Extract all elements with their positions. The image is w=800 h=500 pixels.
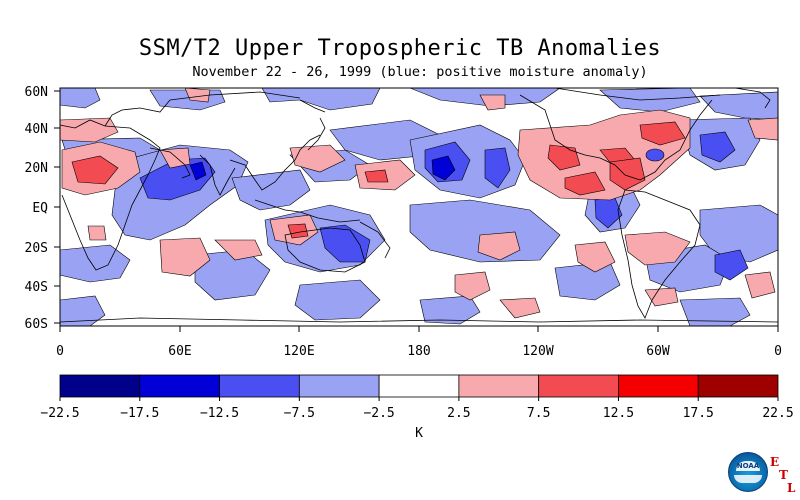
colorbar-tick-label: −2.5 xyxy=(363,406,394,421)
chart-title: SSM/T2 Upper Tropospheric TB Anomalies xyxy=(138,36,662,61)
lat-label: 60N xyxy=(25,85,48,100)
lab-letter-l: L xyxy=(787,481,796,495)
colorbar-swatch xyxy=(59,374,141,398)
colorbar-swatch xyxy=(697,374,779,398)
lat-label: 20S xyxy=(25,241,48,256)
colorbar-tick-label: −7.5 xyxy=(284,406,315,421)
lat-label: 40S xyxy=(25,280,48,295)
colorbar-swatch xyxy=(538,374,619,398)
colorbar-tick-label: 17.5 xyxy=(683,406,714,421)
lat-label: 20N xyxy=(25,161,48,176)
map-field xyxy=(59,87,779,327)
lat-label: 60S xyxy=(25,317,48,332)
colorbar-swatch xyxy=(139,374,220,398)
logo-agency-text: NOAA xyxy=(736,462,760,470)
lon-label: 0 xyxy=(774,344,782,359)
colorbar-tick-label: 7.5 xyxy=(527,406,550,421)
coastlines xyxy=(59,87,779,323)
lon-label: 120W xyxy=(522,344,553,359)
colorbar-tick-label: −22.5 xyxy=(40,406,79,421)
lon-label: 60W xyxy=(646,344,670,359)
lon-labels: 0 60E 120E 180 120W 60W 0 xyxy=(56,344,782,359)
noaa-logo: NOAA xyxy=(728,452,768,492)
lon-label: 180 xyxy=(407,344,430,359)
blue-core-anomaly xyxy=(645,148,665,162)
lab-letter-e: E xyxy=(770,455,780,469)
lat-ticks xyxy=(54,90,60,324)
colorbar: −22.5 −17.5 −12.5 −7.5 −2.5 2.5 7.5 12.5 17.5 22.… xyxy=(40,374,794,421)
logo-sky xyxy=(736,461,760,471)
colorbar-swatch xyxy=(458,374,540,398)
colorbar-tick-label: 22.5 xyxy=(762,406,793,421)
lon-ticks xyxy=(59,326,779,332)
lon-label: 0 xyxy=(56,344,64,359)
colorbar-tick-label: −17.5 xyxy=(120,406,159,421)
colorbar-swatch xyxy=(219,374,300,398)
colorbar-swatch xyxy=(618,374,699,398)
lon-label: 60E xyxy=(168,344,191,359)
colorbar-swatch xyxy=(378,374,460,398)
colorbar-tick-label: −12.5 xyxy=(200,406,239,421)
lat-label: 40N xyxy=(25,122,48,137)
colorbar-tick-label: 12.5 xyxy=(603,406,634,421)
logo-wave xyxy=(734,475,762,483)
lat-labels: 60N 40N 20N EQ 20S 40S 60S xyxy=(25,85,49,332)
lat-label: EQ xyxy=(32,201,48,216)
lab-letter-t: T xyxy=(779,468,788,482)
colorbar-swatch xyxy=(298,374,380,398)
strong-red-anomaly-regions xyxy=(71,121,686,239)
colorbar-unit: K xyxy=(415,426,423,441)
lon-label: 120E xyxy=(283,344,314,359)
colorbar-tick-label: 2.5 xyxy=(447,406,470,421)
dark-blue-anomaly-regions xyxy=(189,155,456,181)
chart-subtitle: November 22 - 26, 1999 (blue: positive m… xyxy=(192,64,648,80)
